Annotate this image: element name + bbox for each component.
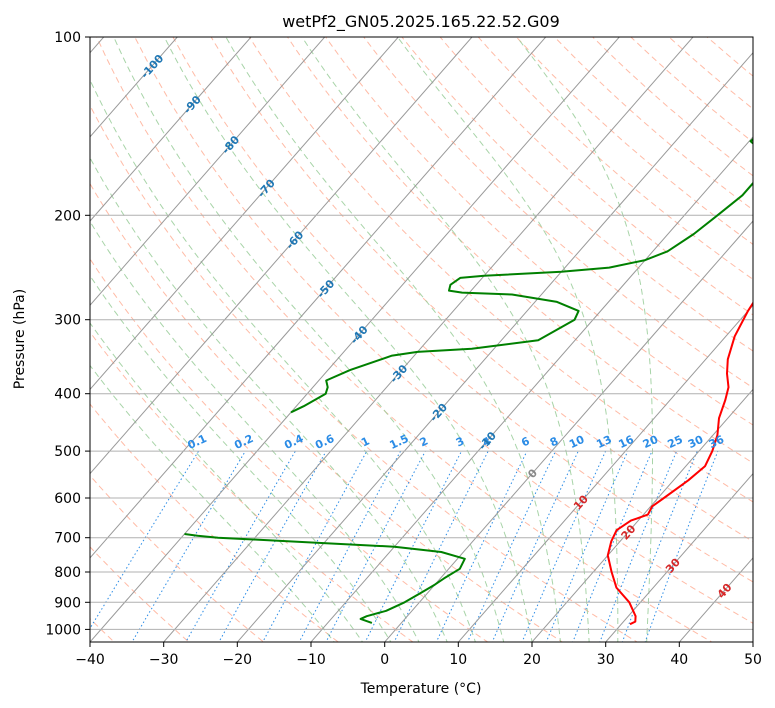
dry-adiabat-line [90,403,340,642]
x-tick-label: −30 [149,652,179,668]
moist-adiabat-line [113,37,505,642]
y-tick-label: 900 [54,595,81,611]
dry-adiabat-line [553,37,753,211]
y-tick-label: 500 [54,444,81,460]
dry-adiabat-line [90,104,638,642]
y-tick-label: 700 [54,531,81,547]
plot-frame [89,36,754,643]
moist-adiabat-line [516,37,653,642]
x-tick-label: −10 [296,652,326,668]
x-tick-label: 50 [744,652,762,668]
dry-adiabat-line [210,37,753,543]
x-tick-label: 10 [449,652,467,668]
isotherm-line [384,220,753,642]
x-tick-label: 20 [523,652,541,668]
isotherm-line [236,51,753,642]
mixing-ratio-label: 13 [594,433,613,451]
dry-adiabat-line [401,37,753,352]
plot-area [90,37,753,642]
dry-adiabat-line [90,546,190,642]
moist-adiabat-line [90,274,392,642]
isotherm-line [90,37,326,307]
mixing-ratio-label: 36 [707,433,727,451]
x-tick-label: −20 [223,652,253,668]
y-tick-label: 800 [54,565,81,581]
moist-adiabat-line [225,37,562,642]
y-tick-label: 100 [54,30,81,46]
mixing-ratio-label: 10 [567,433,587,451]
isotherm-line [90,37,400,391]
dry-adiabat-line [172,37,753,583]
temperature-line [606,301,753,626]
y-tick-label: 600 [54,491,81,507]
isotherm-line [90,37,473,475]
isotherm-line [163,37,694,642]
chart-title: wetPf2_GN05.2025.165.22.52.G09 [282,12,560,32]
dewpoint-line [184,533,466,624]
mixing-ratio-label: 16 [617,433,637,451]
dewpoint-line [290,137,753,414]
isotherm-line [90,37,179,138]
dry-adiabat-line [591,37,753,177]
y-axis-label: Pressure (hPa) [12,289,28,389]
dry-adiabat-line [134,37,753,624]
mixing-ratio-label: 20 [641,433,661,451]
isotherm-line [457,304,753,642]
y-tick-label: 200 [54,208,81,224]
mixing-ratio-label: 30 [686,433,706,451]
y-tick-label: 1000 [45,622,81,638]
x-tick-label: 0 [380,652,389,668]
mixing-ratio-label: 25 [666,433,685,451]
y-tick-label: 300 [54,313,81,329]
x-tick-label: 40 [670,652,688,668]
isotherm-line [531,388,753,642]
isotherm-line [90,37,252,222]
y-tick-label: 400 [54,387,81,403]
dry-adiabat-line [90,331,414,642]
isotherm-line [605,472,753,642]
x-tick-label: −40 [75,652,105,668]
x-axis-label: Temperature (°C) [360,681,482,697]
isotherm-line [90,37,547,559]
dry-adiabat-line [630,37,753,143]
x-tick-label: 30 [597,652,615,668]
dry-adiabat-line [325,37,753,426]
moist-adiabat-line [301,37,590,642]
isotherm-line [90,37,621,642]
profile-lines [184,137,753,626]
moist-adiabat-line [397,37,619,642]
pressure-gridlines [90,37,753,630]
isotherm-line [310,136,753,642]
dry-adiabat-line [286,37,753,464]
dry-adiabat-line [248,37,753,503]
moist-adiabat-line [90,364,335,642]
dry-adiabat-line [363,37,753,389]
axis-ticks: −40 −30 −20 −10 0 10 20 30 40 50 100 200 300 400 500 60… [45,30,762,668]
dry-adiabat-line [90,182,564,642]
